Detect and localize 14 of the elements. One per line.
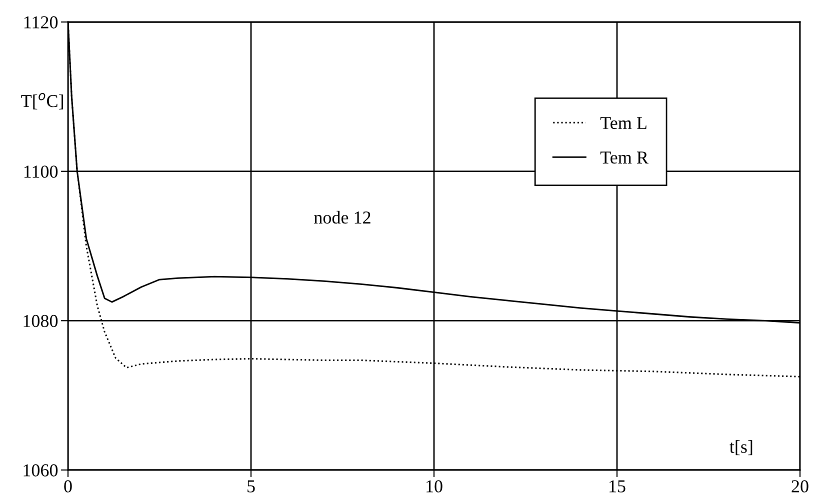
y-tick-label: 1120 — [24, 16, 58, 28]
x-tick-label: 5 — [248, 480, 255, 492]
y-axis-title: T[$^{o}$C] — [21, 93, 63, 110]
annotation: node 12 — [314, 210, 370, 224]
x-tick-label: 20 — [792, 480, 808, 492]
legend-label: Tem R — [600, 152, 648, 164]
x-tick-label: 15 — [610, 480, 626, 492]
y-tick-label: 1080 — [24, 314, 58, 328]
legend-label: Tem L — [600, 117, 646, 130]
x-tick-label: 0 — [64, 480, 72, 492]
y-tick-label: 1100 — [24, 166, 58, 178]
y-tick-label: 1060 — [24, 464, 58, 476]
x-tick-label: 10 — [426, 480, 442, 492]
x-axis-title: t[s] — [730, 440, 752, 456]
